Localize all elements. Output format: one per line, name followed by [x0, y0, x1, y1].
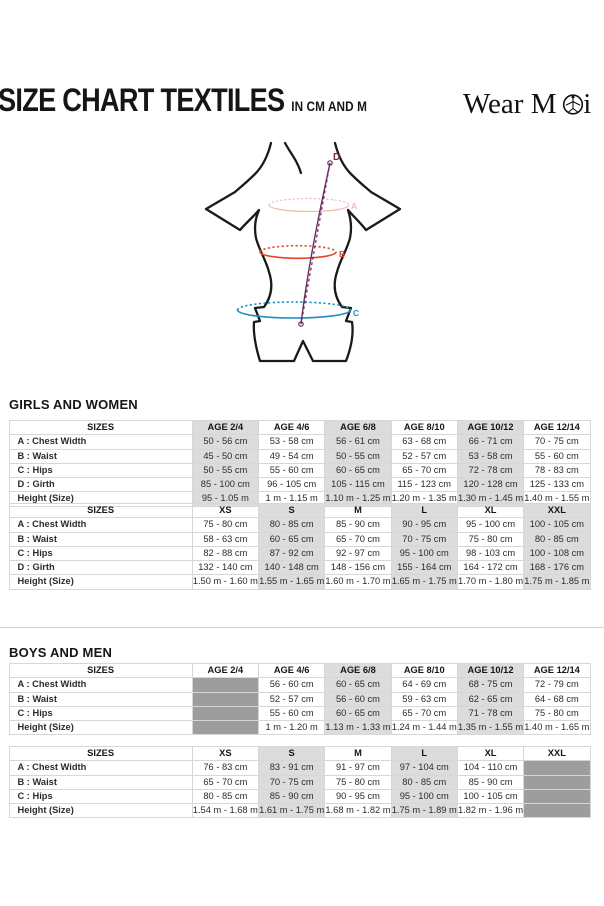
svg-text:C: C [353, 308, 359, 318]
svg-text:B: B [339, 249, 345, 259]
svg-text:A: A [351, 201, 357, 211]
svg-text:D: D [333, 152, 340, 163]
